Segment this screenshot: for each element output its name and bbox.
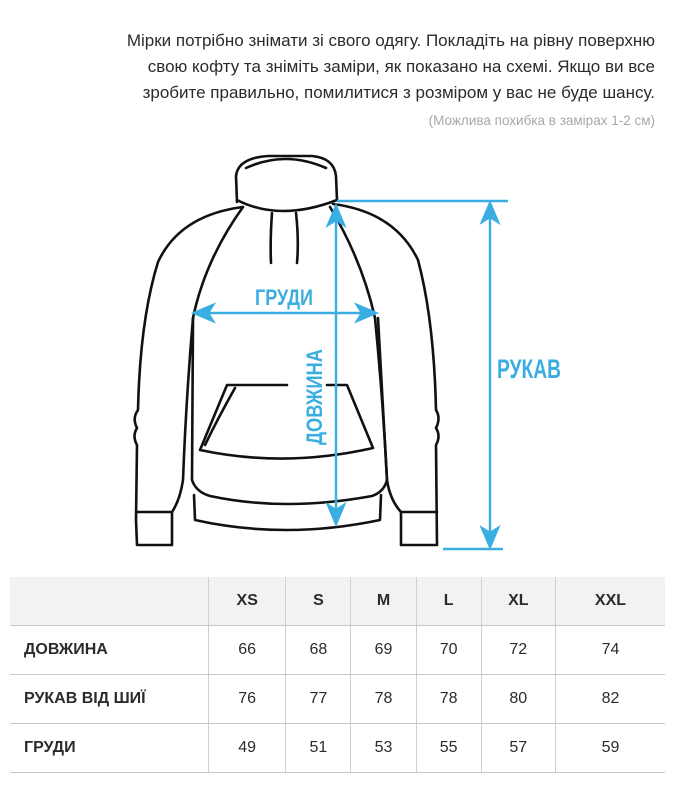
cell: 68	[285, 625, 351, 675]
intro-line: Мірки потрібно знімати зі свого одягу. П…	[126, 31, 655, 50]
cell: 74	[554, 625, 665, 675]
cell: 70	[415, 625, 482, 675]
intro-line: зробите правильно, помилитися з розміром…	[142, 83, 655, 102]
arrow-head-icon	[325, 202, 347, 229]
arrow-head-icon	[325, 501, 347, 528]
cell: 72	[480, 625, 556, 675]
table-row: РУКАВ ВІД ШИЇ 76 77 78 78 80 82	[10, 674, 665, 724]
error-note: (Можлива похибка в замірах 1-2 см)	[428, 113, 655, 128]
cell: 77	[285, 674, 351, 724]
row-label: РУКАВ ВІД ШИЇ	[10, 674, 209, 724]
length-label: ДОВЖИНА	[302, 349, 327, 445]
cell: 76	[207, 674, 286, 724]
cell: 80	[480, 674, 556, 724]
table-row: ДОВЖИНА 66 68 69 70 72 74	[10, 625, 665, 675]
header-corner	[10, 577, 209, 626]
arrow-head-icon	[479, 524, 501, 551]
arrow-head-icon	[190, 302, 217, 324]
intro-line: свою кофту та зніміть заміри, як показан…	[147, 57, 655, 76]
arrow-head-icon	[479, 199, 501, 226]
size-table: XS S M L XL XXL ДОВЖИНА 66 68 69 70 72 7…	[10, 577, 665, 773]
row-label: ГРУДИ	[10, 723, 209, 773]
header-size-l: L	[415, 577, 482, 626]
cell: 51	[285, 723, 351, 773]
sleeve-label: РУКАВ	[497, 354, 561, 384]
row-label: ДОВЖИНА	[10, 625, 209, 675]
cell: 57	[480, 723, 556, 773]
cell: 59	[554, 723, 665, 773]
cell: 49	[207, 723, 286, 773]
intro-text: Мірки потрібно знімати зі свого одягу. П…	[35, 28, 655, 106]
cell: 66	[207, 625, 286, 675]
arrow-head-icon	[353, 302, 380, 324]
cell: 55	[415, 723, 482, 773]
chest-label: ГРУДИ	[255, 285, 313, 310]
hoodie-outline	[133, 154, 440, 547]
header-size-xl: XL	[480, 577, 556, 626]
header-size-m: M	[350, 577, 417, 626]
cell: 78	[350, 674, 417, 724]
cell: 78	[415, 674, 482, 724]
header-size-xs: XS	[207, 577, 286, 626]
header-size-xxl: XXL	[554, 577, 665, 626]
table-row: ГРУДИ 49 51 53 55 57 59	[10, 723, 665, 773]
cell: 82	[554, 674, 665, 724]
measurement-lines	[190, 199, 508, 551]
table-header-row: XS S M L XL XXL	[10, 577, 665, 626]
cell: 53	[350, 723, 417, 773]
hoodie-measurement-diagram: ГРУДИ ДОВЖИНА РУКАВ	[133, 154, 561, 551]
header-size-s: S	[285, 577, 351, 626]
cell: 69	[350, 625, 417, 675]
